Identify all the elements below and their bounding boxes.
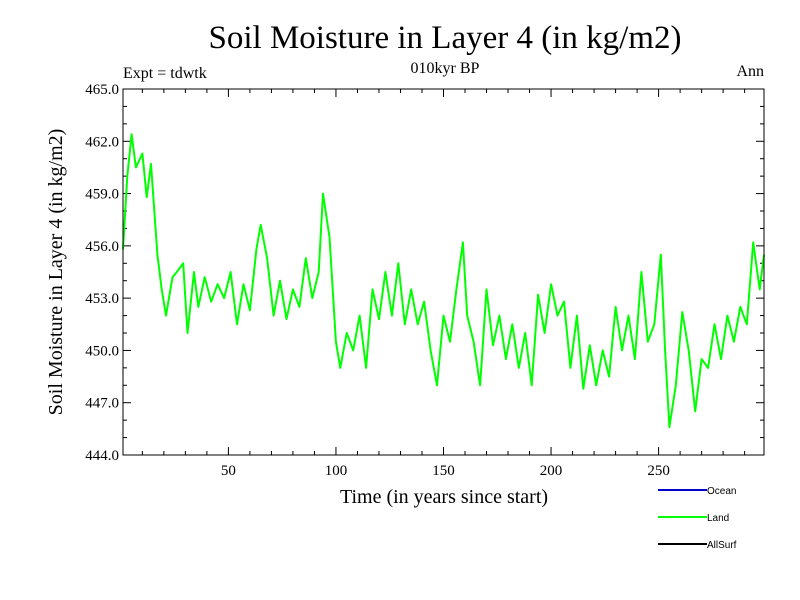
x-tick-label: 100 (325, 463, 348, 479)
y-tick-label: 450.0 (85, 343, 119, 359)
y-tick-label: 465.0 (85, 82, 119, 98)
y-tick-label: 453.0 (85, 291, 119, 307)
x-tick-label: 150 (432, 463, 455, 479)
y-axis-label: Soil Moisture in Layer 4 (in kg/m2) (45, 129, 67, 416)
experiment-label: Expt = tdwtk (123, 65, 207, 82)
x-tick-label: 250 (647, 463, 670, 479)
axis-ticks (123, 88, 764, 456)
x-tick-label: 50 (221, 463, 236, 479)
y-tick-label: 444.0 (85, 448, 119, 464)
legend: Ocean Land AllSurf (658, 486, 737, 551)
x-tick-label: 200 (540, 463, 563, 479)
legend-label-allsurf: AllSurf (707, 540, 737, 551)
tick-labels: 50 100 150 200 250 444.0 447.0 450.0 453.0 456.0 4… (85, 82, 670, 479)
legend-label-land: Land (707, 513, 729, 524)
series-layer (122, 133, 765, 429)
y-tick-label: 459.0 (85, 187, 119, 203)
chart-title: Soil Moisture in Layer 4 (in kg/m2) (209, 20, 682, 56)
y-tick-label: 462.0 (85, 134, 119, 150)
legend-label-ocean: Ocean (707, 486, 736, 497)
season-label: Ann (736, 63, 764, 80)
chart-subtitle: 010kyr BP (411, 60, 480, 77)
x-axis-label: Time (in years since start) (340, 486, 548, 508)
series-line-land (122, 133, 765, 429)
plot-frame (122, 88, 765, 456)
y-tick-label: 456.0 (85, 239, 119, 255)
y-tick-label: 447.0 (85, 396, 119, 412)
